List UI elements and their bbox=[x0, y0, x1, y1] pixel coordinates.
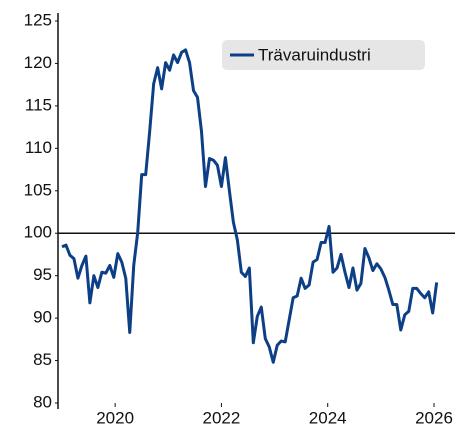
legend-box bbox=[222, 40, 425, 70]
y-tick-label: 110 bbox=[25, 138, 52, 157]
y-tick-label: 80 bbox=[33, 392, 52, 411]
x-tick-label: 2022 bbox=[203, 408, 241, 427]
x-tick-label: 2020 bbox=[96, 408, 134, 427]
series-line bbox=[61, 48, 439, 364]
y-tick-label: 105 bbox=[24, 180, 52, 199]
y-tick-label: 125 bbox=[24, 10, 52, 29]
x-tick-label: 2024 bbox=[309, 408, 347, 427]
y-tick-label: 115 bbox=[25, 95, 52, 114]
y-tick-label: 120 bbox=[24, 53, 52, 72]
y-tick-label: 95 bbox=[33, 265, 52, 284]
x-tick-label: 2026 bbox=[415, 408, 453, 427]
y-tick-label: 90 bbox=[33, 308, 52, 327]
legend-label: Trävaruindustri bbox=[258, 45, 371, 64]
y-tick-label: 100 bbox=[24, 223, 52, 242]
y-tick-label: 85 bbox=[33, 350, 52, 369]
